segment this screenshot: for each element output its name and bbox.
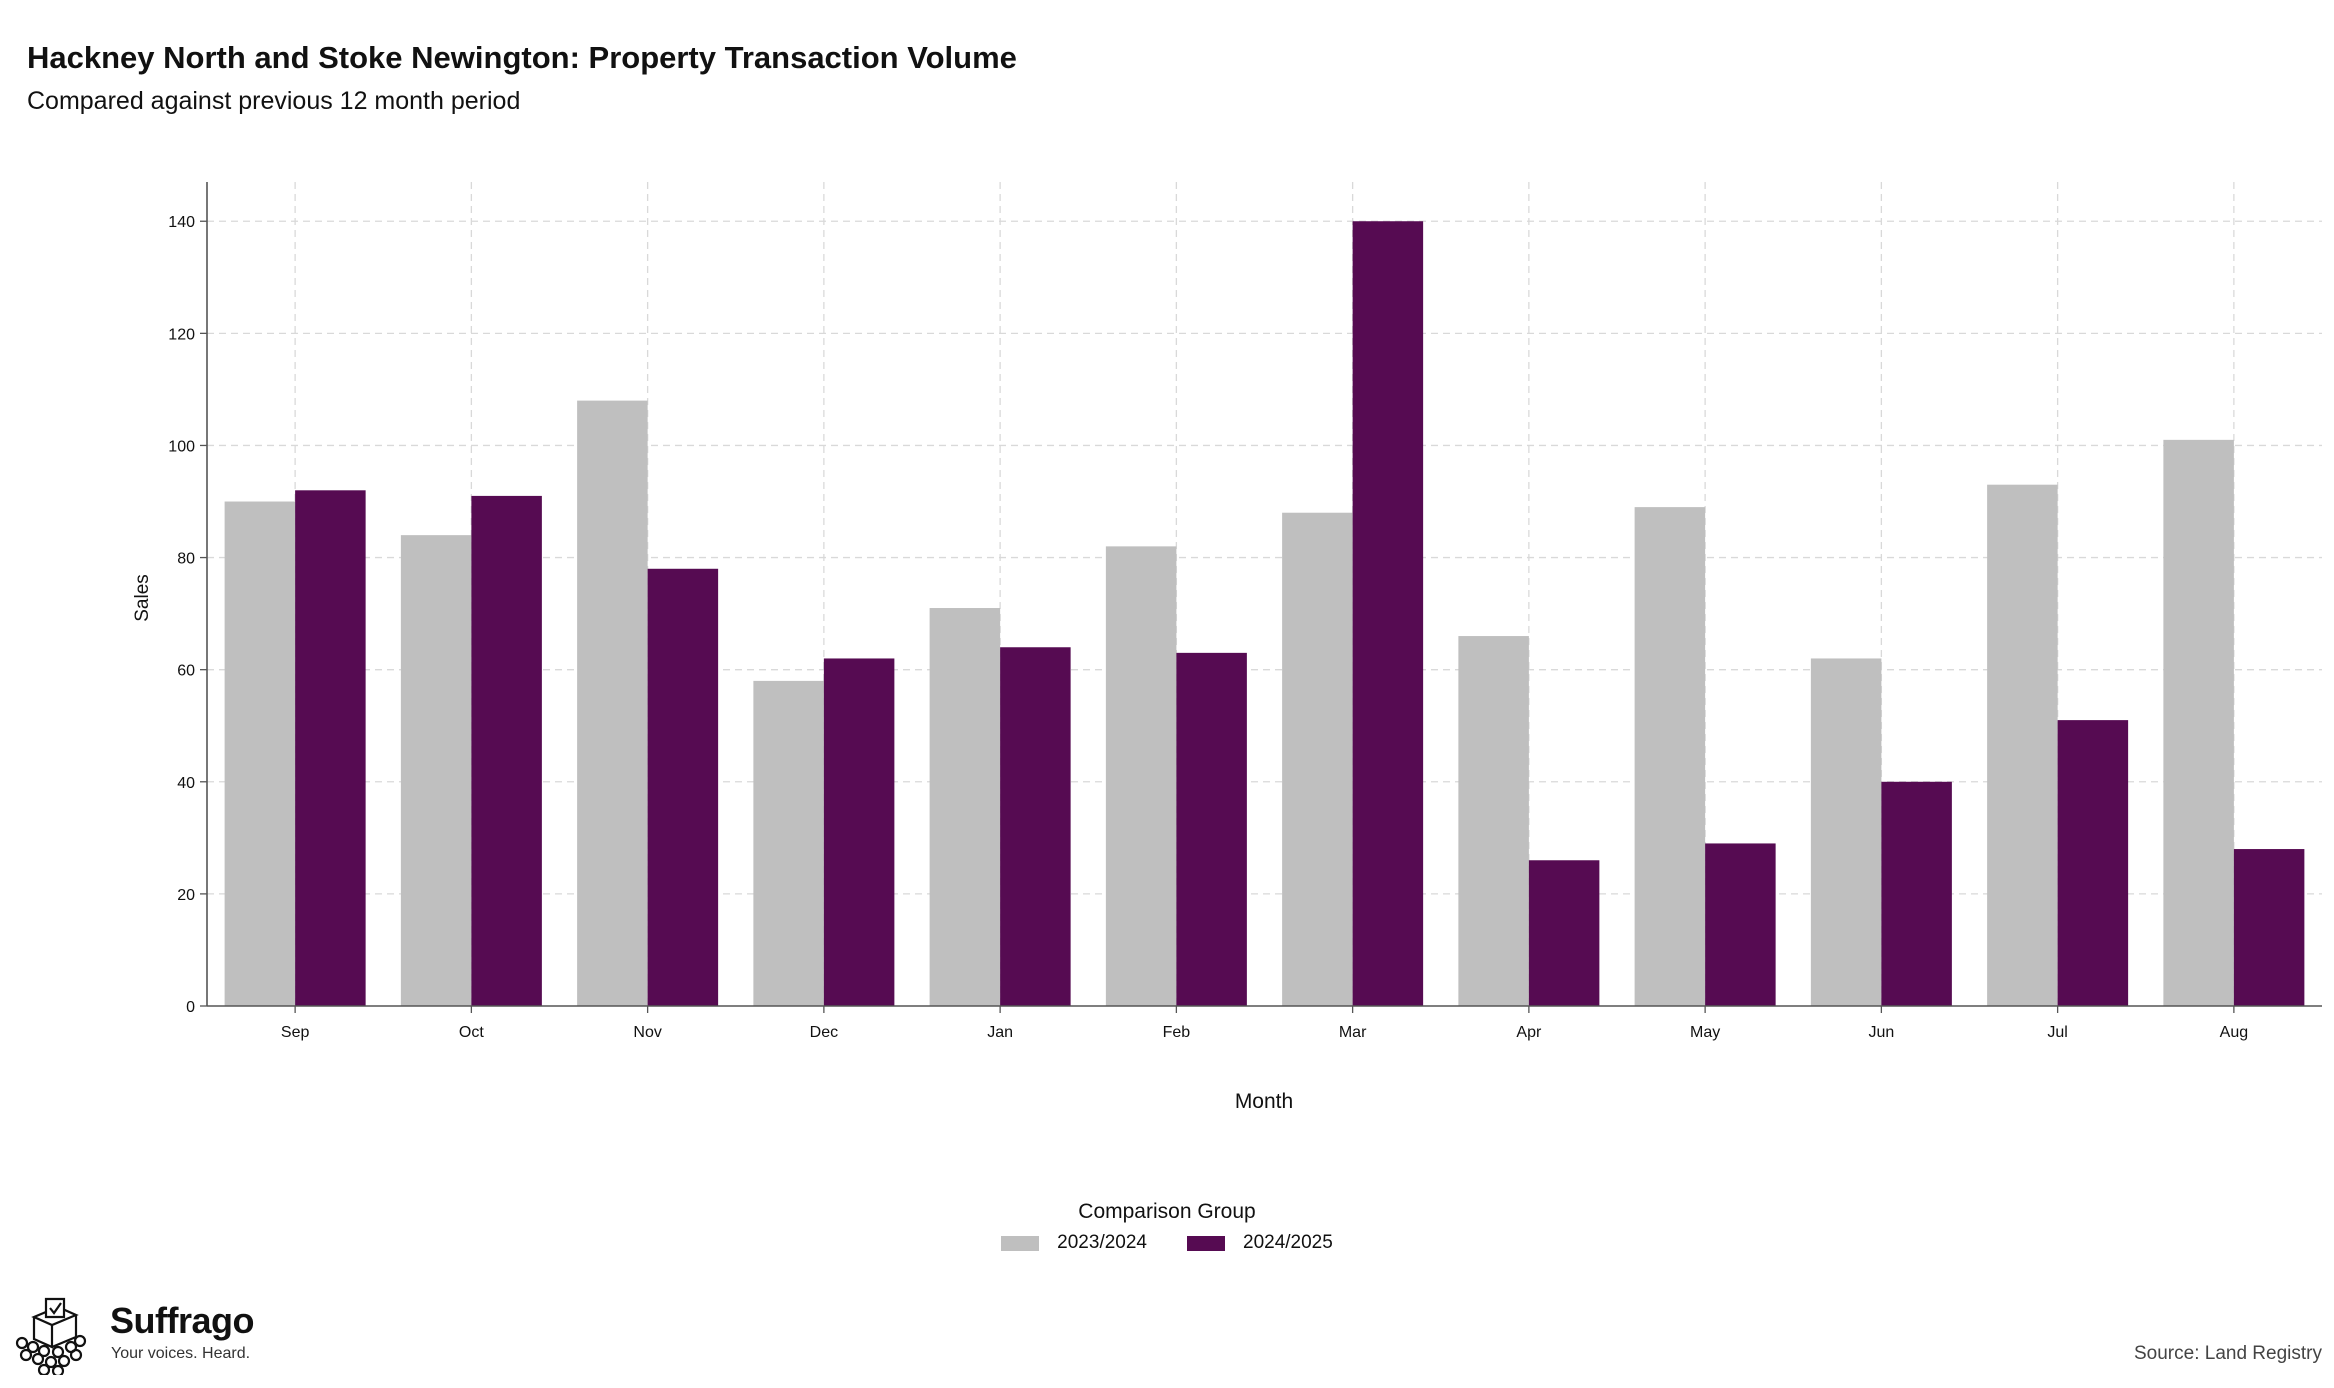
x-tick-label: Jan xyxy=(987,1024,1013,1041)
bar-2024-2025-sep xyxy=(295,490,366,1006)
x-tick-label: May xyxy=(1690,1024,1720,1041)
bar-2023-2024-aug xyxy=(2163,439,2234,1006)
bar-2024-2025-feb xyxy=(1176,652,1247,1006)
y-tick-label: 120 xyxy=(168,326,195,343)
x-tick-label: Feb xyxy=(1163,1024,1191,1041)
legend-swatch-2023-2024 xyxy=(1001,1235,1040,1251)
bar-2023-2024-apr xyxy=(1458,636,1529,1006)
x-tick-label: Jul xyxy=(2047,1024,2067,1041)
ballot-box-crowd-icon xyxy=(15,1297,87,1375)
legend-title: Comparison Group xyxy=(1078,1200,1256,1223)
x-tick-label: Sep xyxy=(281,1024,310,1041)
bar-2024-2025-dec xyxy=(823,658,895,1006)
bar-2023-2024-jul xyxy=(1987,484,2058,1007)
legend-item-2023-2024: 2023/2024 xyxy=(1001,1232,1147,1254)
legend-label-2024-2025: 2024/2025 xyxy=(1243,1232,1333,1253)
legend: 2023/2024 2024/2025 xyxy=(0,1232,2334,1254)
y-tick-label: 100 xyxy=(168,438,195,455)
bar-2024-2025-oct xyxy=(471,495,542,1006)
x-tick-label: Oct xyxy=(459,1024,484,1041)
x-tick-label: Nov xyxy=(633,1024,661,1041)
bar-2024-2025-apr xyxy=(1528,860,1600,1006)
chart-subtitle: Compared against previous 12 month perio… xyxy=(27,87,521,115)
axes xyxy=(200,182,2322,1013)
bar-2024-2025-may xyxy=(1705,843,1776,1006)
bar-2024-2025-aug xyxy=(2233,849,2305,1006)
y-tick-label: 0 xyxy=(186,999,195,1016)
bar-2023-2024-nov xyxy=(577,400,648,1006)
x-axis-title: Month xyxy=(1235,1090,1293,1113)
brand-tagline: Your voices. Heard. xyxy=(111,1345,251,1362)
bar-2023-2024-mar xyxy=(1282,512,1353,1006)
bar-2024-2025-jun xyxy=(1881,781,1952,1006)
x-tick-label: Aug xyxy=(2220,1024,2248,1041)
bar-2024-2025-jul xyxy=(2057,720,2129,1006)
bar-2023-2024-jun xyxy=(1810,658,1882,1006)
y-tick-label: 60 xyxy=(177,663,195,680)
y-axis-title: Sales xyxy=(132,574,153,622)
bar-2023-2024-dec xyxy=(753,680,824,1006)
chart-title: Hackney North and Stoke Newington: Prope… xyxy=(27,40,1017,75)
tick-labels: 0 20 40 60 80 100 120 140 Sep Oct Nov Dec Jan Feb Mar A… xyxy=(168,214,2248,1041)
bar-2024-2025-mar xyxy=(1352,221,1424,1006)
bar-2024-2025-nov xyxy=(647,568,719,1006)
source-note: Source: Land Registry xyxy=(2134,1343,2322,1364)
bar-2023-2024-jan xyxy=(929,608,1001,1006)
x-tick-label: Apr xyxy=(1516,1024,1542,1041)
legend-swatch-2024-2025 xyxy=(1187,1235,1225,1251)
bar-chart: 0 20 40 60 80 100 120 140 Sep Oct Nov Dec Jan Feb Mar A… xyxy=(132,182,2322,1113)
y-tick-label: 140 xyxy=(168,214,195,231)
bar-2024-2025-jan xyxy=(1000,647,1071,1006)
x-tick-label: Jun xyxy=(1868,1024,1894,1041)
y-tick-label: 20 xyxy=(177,887,195,904)
brand-name: Suffrago xyxy=(110,1300,255,1341)
legend-label-2023-2024: 2023/2024 xyxy=(1057,1232,1147,1253)
x-tick-label: Mar xyxy=(1339,1024,1367,1041)
y-tick-label: 40 xyxy=(177,775,195,792)
legend-item-2024-2025: 2024/2025 xyxy=(1187,1232,1333,1254)
bar-2023-2024-may xyxy=(1634,507,1706,1006)
bar-2023-2024-oct xyxy=(400,535,472,1006)
x-tick-label: Dec xyxy=(810,1024,838,1041)
bar-2023-2024-sep xyxy=(224,501,296,1006)
y-tick-label: 80 xyxy=(177,551,195,568)
bar-2023-2024-feb xyxy=(1105,546,1177,1006)
bars xyxy=(224,221,2305,1007)
